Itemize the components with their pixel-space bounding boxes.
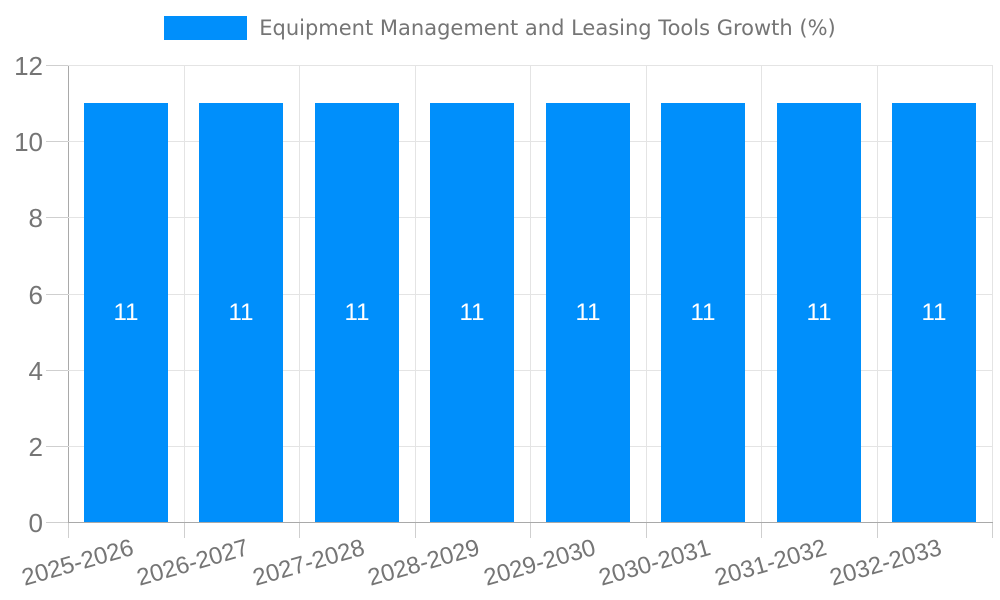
bar-value-label: 11 [113,298,139,326]
legend-item[interactable]: Equipment Management and Leasing Tools G… [0,16,1000,40]
x-tick-label: 2030-2031 [596,534,714,592]
gridline-vertical [530,65,531,522]
bar-value-label: 11 [575,298,601,326]
x-tick-label: 2028-2029 [365,534,483,592]
x-axis-tick [877,523,878,538]
gridline-vertical [761,65,762,522]
x-axis-tick [646,523,647,538]
bar[interactable]: 11 [892,103,976,522]
legend-label: Equipment Management and Leasing Tools G… [259,16,836,40]
x-axis-tick [68,523,69,538]
bar[interactable]: 11 [315,103,399,522]
x-tick-label: 2025-2026 [19,534,137,592]
y-axis-tick [46,446,68,447]
y-axis-tick [46,65,68,66]
gridline-vertical [184,65,185,522]
x-axis-tick [530,523,531,538]
bar[interactable]: 11 [777,103,861,522]
bar[interactable]: 11 [84,103,168,522]
legend-swatch [164,16,248,40]
bar-value-label: 11 [228,298,254,326]
y-axis-tick [46,141,68,142]
bar-value-label: 11 [921,298,947,326]
bar-value-label: 11 [459,298,485,326]
x-axis-tick [992,523,993,538]
gridline-vertical [299,65,300,522]
gridline-vertical [992,65,993,522]
x-tick-label: 2027-2028 [250,534,368,592]
x-axis-tick [184,523,185,538]
y-axis-tick [46,522,68,523]
x-axis-tick [761,523,762,538]
gridline-vertical [415,65,416,522]
y-tick-label: 0 [28,508,43,538]
y-tick-label: 6 [28,280,43,310]
gridline-vertical [646,65,647,522]
y-tick-label: 10 [14,127,43,157]
x-tick-label: 2032-2033 [827,534,945,592]
bar-value-label: 11 [690,298,716,326]
x-tick-label: 2026-2027 [134,534,252,592]
gridline-vertical [877,65,878,522]
bar-value-label: 11 [344,298,370,326]
y-axis-tick [46,370,68,371]
bar-value-label: 11 [806,298,832,326]
y-axis-tick [46,294,68,295]
bar[interactable]: 11 [430,103,514,522]
y-tick-label: 2 [28,432,43,462]
y-tick-label: 8 [28,203,43,233]
x-axis-tick [415,523,416,538]
y-tick-label: 4 [28,356,43,386]
bar[interactable]: 11 [199,103,283,522]
y-axis-tick [46,217,68,218]
bar[interactable]: 11 [546,103,630,522]
x-tick-label: 2029-2030 [481,534,599,592]
x-axis-tick [299,523,300,538]
y-tick-label: 12 [14,51,43,81]
bar[interactable]: 11 [661,103,745,522]
x-tick-label: 2031-2032 [712,534,830,592]
